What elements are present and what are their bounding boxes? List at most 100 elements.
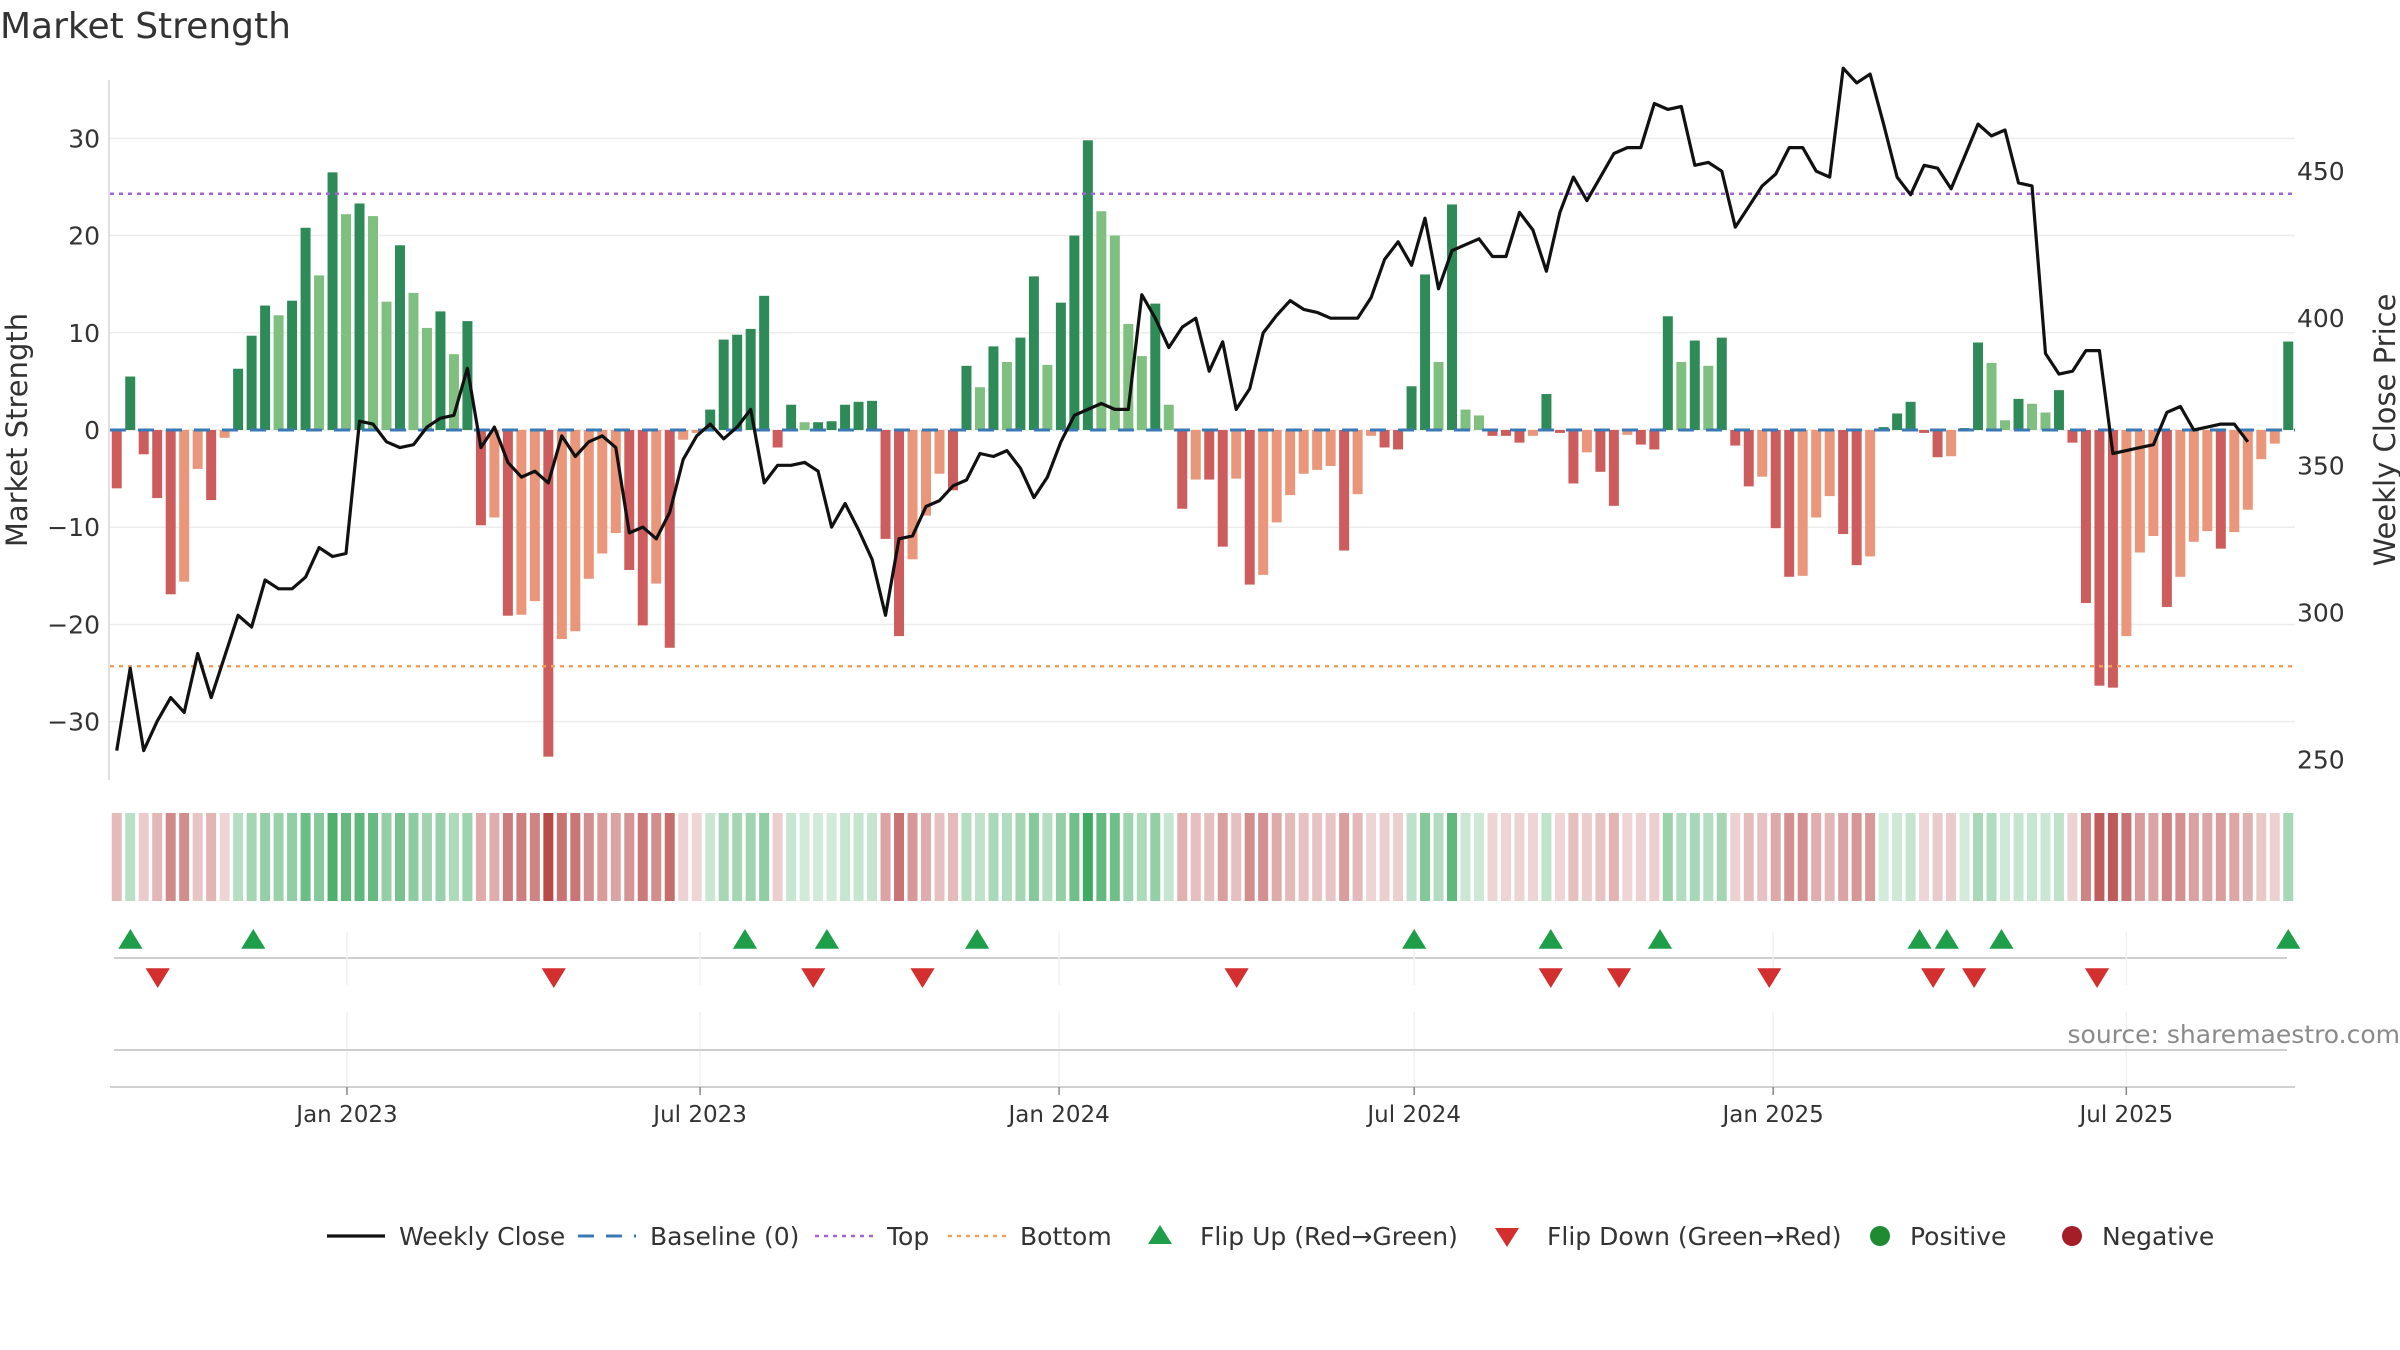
strength-bar (1366, 430, 1377, 436)
heat-cell (745, 813, 756, 901)
heat-cell (1757, 813, 1768, 901)
heat-cell (826, 813, 837, 901)
heat-cell (732, 813, 743, 901)
strength-bar (624, 430, 635, 570)
strength-bar (1028, 276, 1039, 430)
strength-bar (2188, 430, 2199, 542)
x-tick-label: Jul 2023 (651, 1102, 747, 1128)
strength-bar (880, 430, 891, 539)
strength-bar (1204, 430, 1215, 480)
heat-cell (1298, 813, 1309, 901)
axes: 30 20 10 0 −10 −20 −30 450 400 350 300 250 Market St… (0, 80, 2400, 780)
heat-cell (1797, 813, 1808, 901)
legend-item: Flip Down (Green→Red) (1495, 1222, 1842, 1251)
strength-bar (1447, 204, 1458, 430)
strength-bar (2121, 430, 2132, 637)
heat-cell (1568, 813, 1579, 901)
heat-cell (1460, 813, 1471, 901)
heat-cell (1352, 813, 1363, 901)
heat-cell (1919, 813, 1930, 901)
flip-up-marker (814, 929, 840, 949)
strength-bar (1339, 430, 1350, 551)
legend-circle-icon (1870, 1226, 1890, 1246)
strength-bar (840, 404, 851, 430)
heat-cell (678, 813, 689, 901)
strength-bar (1581, 430, 1592, 453)
heat-cell (2269, 813, 2280, 901)
strength-bar (1244, 430, 1255, 585)
strength-bar (867, 400, 878, 430)
strength-bar (381, 301, 392, 430)
heat-cell (799, 813, 810, 901)
y-tick-label: −10 (47, 513, 100, 542)
strength-bar (1150, 303, 1161, 430)
strength-bar (732, 334, 743, 430)
strength-bar (2053, 390, 2064, 430)
x-tick-label: Jul 2025 (2078, 1102, 2174, 1128)
strength-bar (1258, 430, 1269, 575)
strength-bar (394, 245, 405, 430)
strength-bar (1784, 430, 1795, 577)
strength-bar (1285, 430, 1296, 496)
strength-bar (1554, 430, 1565, 433)
strength-bar (678, 430, 689, 440)
heat-cell (1716, 813, 1727, 901)
x-tick-label: Jan 2023 (294, 1102, 397, 1128)
heat-cell (853, 813, 864, 901)
strength-bar (1109, 235, 1120, 430)
strength-bar (435, 311, 446, 430)
strength-bar (368, 216, 378, 430)
strength-bar (1514, 430, 1525, 443)
strength-bar (2256, 430, 2267, 460)
heat-cell (1204, 813, 1215, 901)
heat-cell (1905, 813, 1916, 901)
heat-cell (502, 813, 513, 901)
heat-cell (448, 813, 459, 901)
strength-bar (1635, 430, 1646, 445)
strength-bar (1487, 430, 1498, 436)
strength-bar (327, 172, 338, 430)
strength-bar (1892, 413, 1903, 430)
strength-bar (718, 339, 729, 430)
heat-cell (1649, 813, 1660, 901)
heat-cell (1892, 813, 1903, 901)
heat-cell (1487, 813, 1498, 901)
heat-cell (1420, 813, 1431, 901)
strength-bar (2161, 430, 2172, 607)
strength-bar (1527, 430, 1538, 436)
heat-cell (327, 813, 338, 901)
heat-cell (1285, 813, 1296, 901)
x-tick-label: Jan 2024 (1006, 1102, 1109, 1128)
heat-cell (2013, 813, 2024, 901)
heat-cell (597, 813, 608, 901)
strength-bar (448, 354, 459, 430)
strength-bar (1190, 430, 1201, 480)
heat-cell (368, 813, 378, 901)
heat-cell (1730, 813, 1741, 901)
strength-bar (192, 430, 203, 469)
y-tick-label: 0 (84, 416, 100, 445)
y-tick-label: 10 (68, 319, 100, 348)
heat-cell (1811, 813, 1822, 901)
strength-bar (1163, 404, 1174, 430)
strength-bar (246, 335, 257, 430)
strength-bar (1271, 430, 1282, 523)
strength-bar (233, 368, 244, 430)
heat-cell (2067, 813, 2078, 901)
strength-bar (894, 430, 905, 637)
legend-label: Flip Down (Green→Red) (1547, 1222, 1842, 1251)
heat-cell (1865, 813, 1876, 901)
heat-cell (1231, 813, 1242, 901)
strength-bar (1568, 430, 1579, 484)
heat-cell (1055, 813, 1066, 901)
strength-bar (1595, 430, 1606, 472)
strength-bar (1352, 430, 1363, 495)
y2-tick-label: 250 (2297, 745, 2345, 774)
heat-cell (2094, 813, 2105, 901)
flip-down-marker (1224, 968, 1249, 988)
strength-bar (1730, 430, 1741, 446)
strength-bar (475, 430, 486, 526)
strength-bar (1608, 430, 1619, 506)
legend-item: Negative (2062, 1222, 2214, 1251)
strength-bar (1406, 386, 1417, 430)
